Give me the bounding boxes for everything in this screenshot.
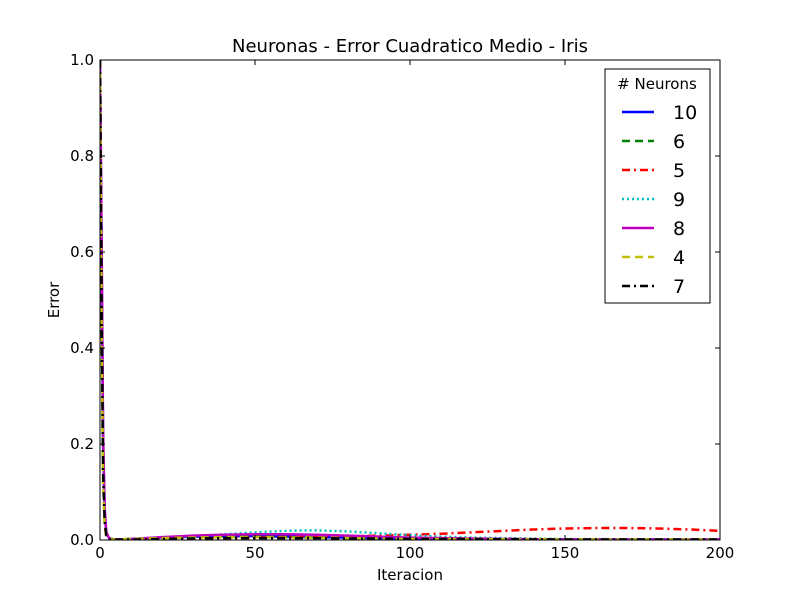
series-line-9	[100, 60, 720, 540]
legend-label-7: 7	[673, 276, 685, 298]
x-tick-label: 0	[95, 544, 105, 562]
x-axis-label: Iteracion	[377, 566, 443, 584]
y-tick-label: 0.6	[70, 243, 94, 261]
y-axis-label: Error	[45, 281, 63, 318]
legend-label-8: 8	[673, 218, 685, 240]
y-tick-label: 0.2	[70, 435, 94, 453]
y-tick-label: 1.0	[70, 51, 94, 69]
legend-label-9: 9	[673, 189, 685, 211]
y-axis: 0.0 0.2 0.4 0.6 0.8 1.0	[70, 51, 720, 549]
series-layer	[100, 60, 720, 540]
legend-title: # Neurons	[617, 75, 697, 93]
x-tick-label: 200	[706, 544, 735, 562]
x-axis: 0 50 100 150 200	[95, 60, 734, 562]
legend-label-10: 10	[673, 102, 697, 124]
legend: # Neurons 10 6 5 9 8 4 7	[604, 68, 711, 304]
chart-title: Neuronas - Error Cuadratico Medio - Iris	[232, 36, 588, 57]
legend-box	[604, 68, 711, 304]
x-tick-label: 50	[245, 544, 264, 562]
legend-label-6: 6	[673, 131, 685, 153]
y-tick-label: 0.8	[70, 147, 94, 165]
y-tick-label: 0.4	[70, 339, 94, 357]
legend-label-4: 4	[673, 247, 685, 269]
y-tick-label: 0.0	[70, 531, 94, 549]
x-tick-label: 150	[551, 544, 580, 562]
series-line-7	[100, 60, 720, 540]
series-line-5	[100, 60, 720, 540]
x-tick-label: 100	[396, 544, 425, 562]
legend-label-5: 5	[673, 160, 685, 182]
